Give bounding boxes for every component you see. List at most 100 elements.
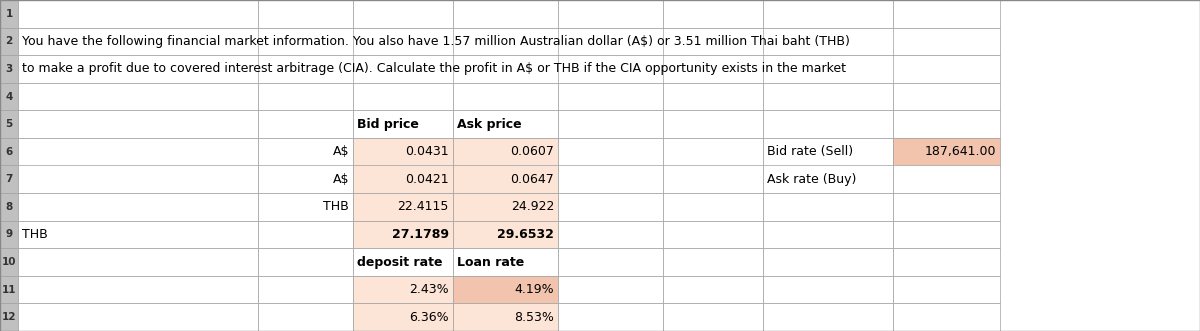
Bar — [353, 138, 454, 166]
Bar — [0, 27, 18, 55]
Bar — [558, 221, 662, 248]
Bar — [662, 83, 763, 110]
Bar — [454, 83, 558, 110]
Bar — [454, 221, 558, 248]
Bar — [18, 110, 258, 138]
Bar — [763, 138, 893, 166]
Bar — [258, 166, 353, 193]
Bar — [18, 221, 258, 248]
Text: 7: 7 — [5, 174, 13, 184]
Bar — [454, 110, 558, 138]
Text: A$: A$ — [332, 173, 349, 186]
Bar — [558, 193, 662, 221]
Bar — [893, 110, 1000, 138]
Bar — [18, 27, 1000, 55]
Bar — [454, 0, 558, 27]
Bar — [763, 166, 893, 193]
Bar — [0, 276, 18, 304]
Text: 29.6532: 29.6532 — [497, 228, 554, 241]
Text: 8.53%: 8.53% — [514, 311, 554, 324]
Text: 0.0647: 0.0647 — [510, 173, 554, 186]
Bar — [893, 221, 1000, 248]
Bar — [893, 248, 1000, 276]
Bar — [662, 304, 763, 331]
Text: 2: 2 — [5, 36, 13, 46]
Bar — [0, 110, 18, 138]
Bar — [18, 193, 258, 221]
Text: Ask rate (Buy): Ask rate (Buy) — [767, 173, 857, 186]
Text: Loan rate: Loan rate — [457, 256, 524, 268]
Bar — [662, 0, 763, 27]
Text: Ask price: Ask price — [457, 118, 522, 131]
Text: 27.1789: 27.1789 — [392, 228, 449, 241]
Text: 12: 12 — [1, 312, 17, 322]
Text: 24.922: 24.922 — [511, 200, 554, 213]
Bar — [258, 193, 353, 221]
Bar — [763, 248, 893, 276]
Bar — [353, 193, 454, 221]
Text: THB: THB — [22, 228, 48, 241]
Bar — [763, 304, 893, 331]
Bar — [0, 138, 18, 166]
Bar — [258, 83, 353, 110]
Bar — [454, 166, 558, 193]
Bar — [353, 166, 454, 193]
Bar — [893, 138, 1000, 166]
Bar — [18, 55, 1000, 83]
Text: to make a profit due to covered interest arbitrage (CIA). Calculate the profit i: to make a profit due to covered interest… — [22, 63, 846, 75]
Bar — [0, 304, 18, 331]
Bar — [454, 304, 558, 331]
Bar — [0, 248, 18, 276]
Bar — [353, 0, 454, 27]
Bar — [353, 110, 454, 138]
Bar — [353, 248, 454, 276]
Bar — [0, 166, 18, 193]
Bar — [258, 0, 353, 27]
Bar — [558, 110, 662, 138]
Bar — [258, 138, 353, 166]
Bar — [558, 276, 662, 304]
Text: 9: 9 — [6, 229, 12, 239]
Text: 1: 1 — [5, 9, 13, 19]
Text: 10: 10 — [1, 257, 17, 267]
Text: 6.36%: 6.36% — [409, 311, 449, 324]
Bar — [662, 138, 763, 166]
Bar — [763, 276, 893, 304]
Bar — [893, 276, 1000, 304]
Bar — [662, 221, 763, 248]
Bar — [258, 248, 353, 276]
Bar — [662, 110, 763, 138]
Bar — [18, 138, 258, 166]
Bar — [18, 83, 258, 110]
Bar — [0, 221, 18, 248]
Text: 4: 4 — [5, 92, 13, 102]
Bar — [558, 166, 662, 193]
Bar — [353, 221, 454, 248]
Bar — [353, 304, 454, 331]
Text: You have the following financial market information. You also have 1.57 million : You have the following financial market … — [22, 35, 850, 48]
Text: 8: 8 — [5, 202, 13, 212]
Bar — [454, 138, 558, 166]
Bar — [662, 248, 763, 276]
Bar — [893, 304, 1000, 331]
Bar — [893, 193, 1000, 221]
Bar — [18, 276, 258, 304]
Bar — [258, 276, 353, 304]
Text: Bid price: Bid price — [358, 118, 419, 131]
Bar — [0, 83, 18, 110]
Bar — [258, 110, 353, 138]
Text: 5: 5 — [5, 119, 13, 129]
Bar — [558, 304, 662, 331]
Bar — [558, 138, 662, 166]
Bar — [0, 193, 18, 221]
Text: 11: 11 — [1, 285, 17, 295]
Text: 0.0431: 0.0431 — [406, 145, 449, 158]
Bar — [454, 193, 558, 221]
Bar — [662, 276, 763, 304]
Text: 6: 6 — [5, 147, 13, 157]
Bar — [893, 0, 1000, 27]
Text: Bid rate (Sell): Bid rate (Sell) — [767, 145, 853, 158]
Text: 2.43%: 2.43% — [409, 283, 449, 296]
Bar — [763, 110, 893, 138]
Text: 187,641.00: 187,641.00 — [924, 145, 996, 158]
